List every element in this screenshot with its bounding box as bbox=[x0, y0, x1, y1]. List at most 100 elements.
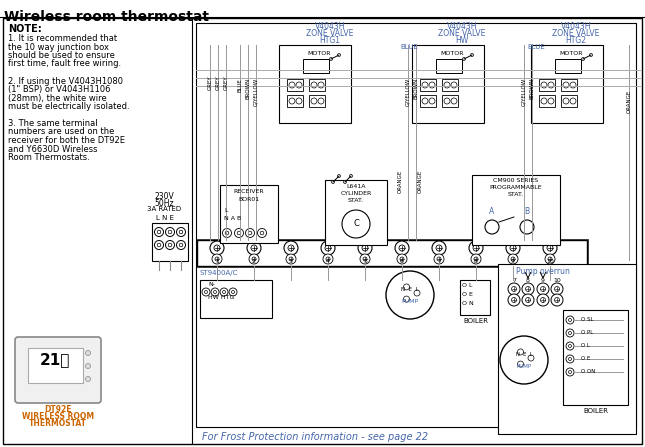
Circle shape bbox=[451, 82, 457, 88]
Circle shape bbox=[337, 54, 341, 56]
Circle shape bbox=[397, 254, 407, 264]
Text: O E: O E bbox=[581, 356, 590, 361]
Text: 7: 7 bbox=[437, 259, 441, 264]
Circle shape bbox=[318, 82, 324, 88]
Circle shape bbox=[229, 288, 237, 296]
Circle shape bbox=[437, 257, 441, 261]
Circle shape bbox=[260, 231, 264, 235]
Circle shape bbox=[289, 98, 295, 104]
Circle shape bbox=[204, 291, 208, 294]
Text: (1" BSP) or V4043H1106: (1" BSP) or V4043H1106 bbox=[8, 85, 110, 94]
Circle shape bbox=[155, 240, 163, 249]
Text: ZONE VALVE: ZONE VALVE bbox=[306, 29, 353, 38]
Circle shape bbox=[252, 257, 256, 261]
Circle shape bbox=[311, 98, 317, 104]
Circle shape bbox=[506, 241, 520, 255]
Bar bbox=[197, 240, 587, 266]
Circle shape bbox=[568, 358, 571, 360]
Circle shape bbox=[582, 58, 584, 60]
Text: the 10 way junction box: the 10 way junction box bbox=[8, 42, 109, 51]
Circle shape bbox=[470, 54, 473, 56]
Circle shape bbox=[508, 294, 520, 306]
Text: 230V: 230V bbox=[154, 192, 174, 201]
Bar bbox=[287, 79, 303, 91]
Text: L641A: L641A bbox=[346, 184, 366, 189]
Text: 8: 8 bbox=[526, 278, 530, 283]
Circle shape bbox=[289, 257, 293, 261]
Circle shape bbox=[471, 254, 481, 264]
Text: should be used to ensure: should be used to ensure bbox=[8, 51, 115, 60]
Text: 2: 2 bbox=[252, 259, 256, 264]
Text: V4043H: V4043H bbox=[315, 22, 345, 31]
Bar bbox=[152, 223, 188, 261]
Bar bbox=[442, 79, 458, 91]
Circle shape bbox=[548, 82, 554, 88]
Text: V4043H: V4043H bbox=[561, 22, 591, 31]
Circle shape bbox=[86, 363, 90, 368]
Text: receiver for both the DT92E: receiver for both the DT92E bbox=[8, 136, 125, 145]
Text: BROWN: BROWN bbox=[530, 78, 535, 99]
Bar bbox=[531, 45, 603, 123]
Text: GREY: GREY bbox=[224, 75, 228, 90]
Text: 4: 4 bbox=[326, 259, 330, 264]
Circle shape bbox=[517, 349, 524, 355]
Text: BOILER: BOILER bbox=[463, 318, 488, 324]
Text: For Frost Protection information - see page 22: For Frost Protection information - see p… bbox=[202, 432, 428, 442]
Circle shape bbox=[202, 288, 210, 296]
Text: ZONE VALVE: ZONE VALVE bbox=[552, 29, 600, 38]
Text: MOTOR: MOTOR bbox=[307, 51, 331, 56]
Circle shape bbox=[451, 98, 457, 104]
Circle shape bbox=[311, 82, 317, 88]
FancyBboxPatch shape bbox=[15, 337, 101, 403]
Circle shape bbox=[566, 368, 574, 376]
Circle shape bbox=[225, 231, 229, 235]
Bar bbox=[420, 95, 436, 107]
Circle shape bbox=[510, 245, 516, 251]
Circle shape bbox=[395, 241, 409, 255]
Circle shape bbox=[520, 220, 534, 234]
Circle shape bbox=[570, 98, 576, 104]
Circle shape bbox=[362, 245, 368, 251]
Circle shape bbox=[155, 228, 163, 236]
Text: and Y6630D Wireless: and Y6630D Wireless bbox=[8, 144, 97, 153]
Circle shape bbox=[318, 98, 324, 104]
Text: DT92E: DT92E bbox=[45, 405, 72, 414]
Text: G/YELLOW: G/YELLOW bbox=[522, 78, 526, 106]
Text: 21ᗳ: 21ᗳ bbox=[40, 353, 70, 367]
Text: 9: 9 bbox=[511, 259, 515, 264]
Circle shape bbox=[214, 245, 220, 251]
Text: ORANGE: ORANGE bbox=[397, 170, 402, 193]
Circle shape bbox=[284, 241, 298, 255]
Text: ORANGE: ORANGE bbox=[417, 170, 422, 193]
Text: 7: 7 bbox=[512, 278, 516, 283]
Bar bbox=[220, 185, 278, 243]
Circle shape bbox=[555, 287, 559, 291]
Text: must be electrically isolated.: must be electrically isolated. bbox=[8, 102, 130, 111]
Bar bbox=[472, 175, 560, 245]
Text: ZONE VALVE: ZONE VALVE bbox=[439, 29, 486, 38]
Text: L N E: L N E bbox=[156, 215, 174, 221]
Circle shape bbox=[286, 254, 296, 264]
Circle shape bbox=[220, 288, 228, 296]
Circle shape bbox=[570, 82, 576, 88]
Text: N A B: N A B bbox=[224, 216, 241, 221]
Circle shape bbox=[363, 257, 367, 261]
Text: GREY: GREY bbox=[208, 75, 212, 90]
Text: MOTOR: MOTOR bbox=[559, 51, 582, 56]
Text: PUMP: PUMP bbox=[401, 299, 419, 304]
Circle shape bbox=[326, 257, 330, 261]
Text: PUMP: PUMP bbox=[517, 364, 531, 369]
Text: A: A bbox=[490, 207, 495, 216]
Circle shape bbox=[223, 228, 232, 237]
Circle shape bbox=[436, 245, 442, 251]
Bar bbox=[498, 264, 636, 434]
Circle shape bbox=[86, 350, 90, 355]
Circle shape bbox=[232, 291, 235, 294]
Bar bbox=[436, 59, 462, 73]
Text: STAT.: STAT. bbox=[348, 198, 364, 203]
Circle shape bbox=[548, 98, 554, 104]
Text: O L: O L bbox=[581, 343, 590, 348]
Circle shape bbox=[522, 283, 534, 295]
Text: 3A RATED: 3A RATED bbox=[147, 206, 181, 212]
Circle shape bbox=[444, 98, 450, 104]
